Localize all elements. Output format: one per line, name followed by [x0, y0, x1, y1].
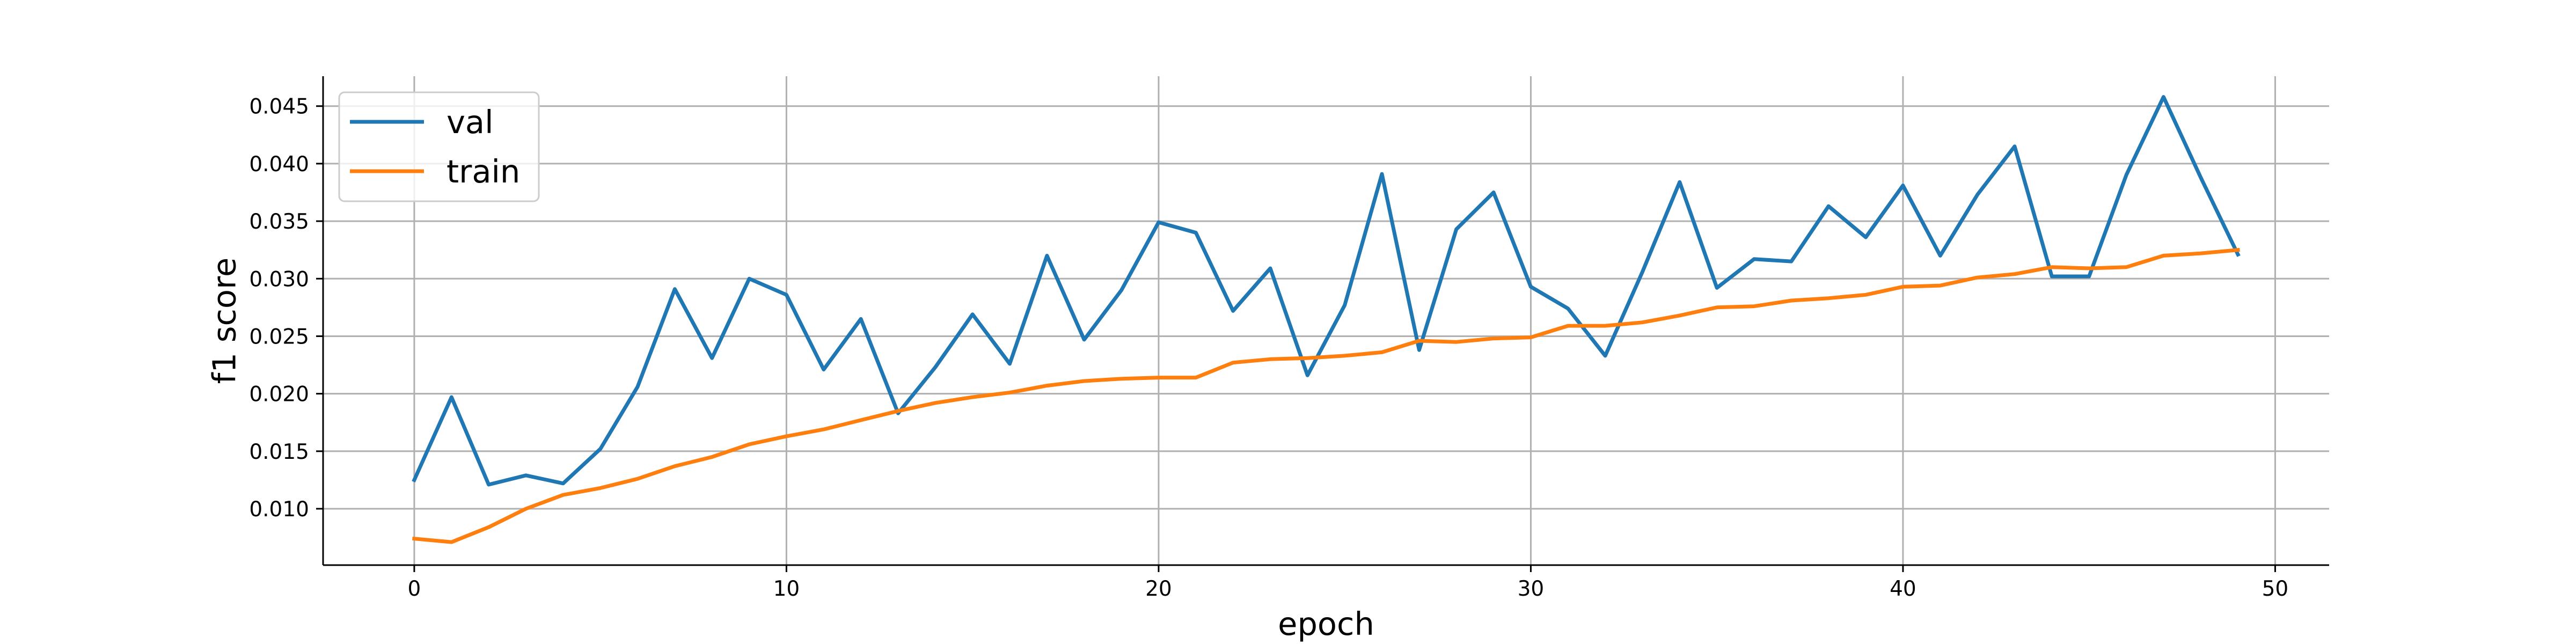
y-axis-label: f1 score — [206, 258, 243, 384]
legend-label-train: train — [447, 153, 520, 190]
grid-lines — [323, 76, 2329, 565]
x-tick-label: 10 — [773, 577, 800, 601]
x-tick-label: 40 — [1890, 577, 1916, 601]
legend-frame — [338, 91, 540, 202]
y-tick-label: 0.025 — [249, 325, 309, 349]
x-tick-label: 50 — [2262, 577, 2289, 601]
x-tick-label: 0 — [407, 577, 421, 601]
y-tick-label: 0.035 — [249, 210, 309, 234]
tick-labels: 0 10 20 30 40 50 0.010 0.015 0.020 0.025 0.030 0.03… — [249, 95, 2288, 601]
x-axis-label: epoch — [1278, 605, 1374, 642]
y-tick-label: 0.045 — [249, 95, 309, 119]
y-tick-label: 0.010 — [249, 497, 309, 522]
x-tick-label: 20 — [1145, 577, 1172, 601]
y-tick-label: 0.040 — [249, 152, 309, 177]
y-tick-label: 0.030 — [249, 267, 309, 291]
y-tick-label: 0.020 — [249, 383, 309, 407]
series-line-val — [412, 95, 2241, 487]
axes — [316, 76, 2329, 572]
series-lines — [412, 95, 2241, 544]
legend: val train — [338, 91, 540, 202]
series-line-train — [412, 247, 2240, 544]
x-tick-label: 30 — [1518, 577, 1545, 601]
legend-label-val: val — [447, 104, 493, 141]
y-tick-label: 0.015 — [249, 440, 309, 464]
